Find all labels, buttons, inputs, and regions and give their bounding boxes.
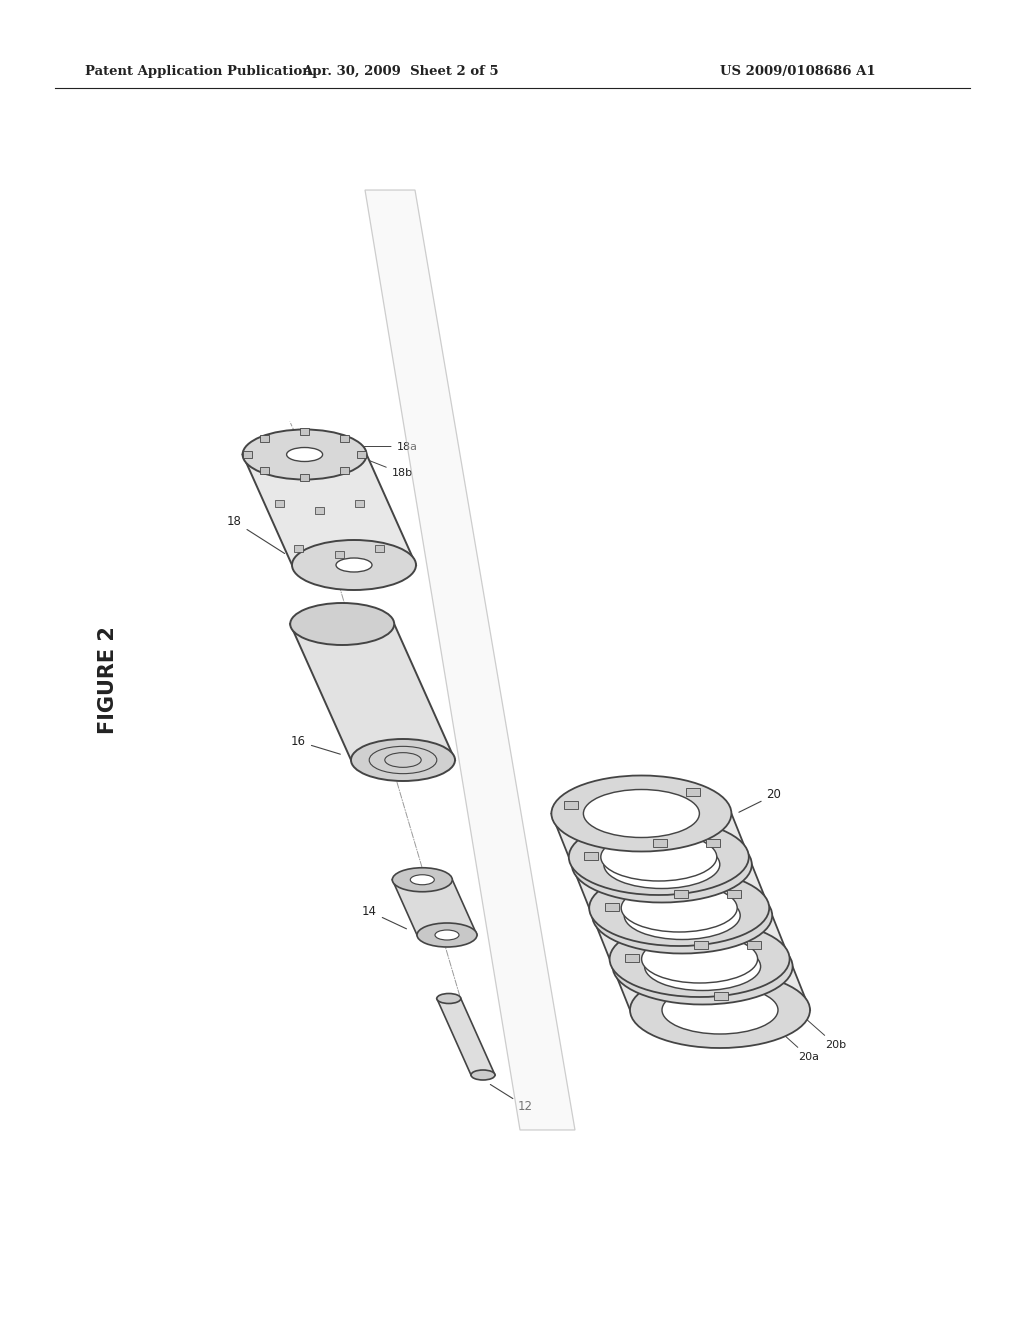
Polygon shape [686, 788, 700, 796]
Text: 16: 16 [291, 735, 340, 754]
Polygon shape [694, 941, 708, 949]
Ellipse shape [437, 994, 461, 1003]
Polygon shape [551, 813, 749, 857]
Ellipse shape [411, 875, 434, 884]
Polygon shape [727, 890, 740, 898]
Text: 12: 12 [490, 1085, 534, 1113]
Ellipse shape [392, 867, 453, 892]
Polygon shape [584, 813, 717, 857]
Text: Apr. 30, 2009  Sheet 2 of 5: Apr. 30, 2009 Sheet 2 of 5 [302, 66, 499, 78]
Text: 18: 18 [227, 515, 285, 553]
Ellipse shape [292, 540, 416, 590]
Polygon shape [375, 545, 384, 552]
Ellipse shape [612, 928, 793, 1005]
Polygon shape [625, 954, 639, 962]
Text: US 2009/0108686 A1: US 2009/0108686 A1 [720, 66, 876, 78]
Text: 20: 20 [739, 788, 781, 812]
Polygon shape [274, 500, 284, 507]
Polygon shape [644, 966, 778, 1010]
Polygon shape [355, 500, 365, 507]
Polygon shape [290, 624, 455, 760]
Ellipse shape [625, 891, 740, 940]
Ellipse shape [630, 972, 810, 1048]
Text: 20a: 20a [775, 1027, 819, 1063]
Polygon shape [604, 865, 737, 908]
Polygon shape [571, 865, 769, 908]
Ellipse shape [435, 931, 459, 940]
Text: FIGURE 2: FIGURE 2 [98, 626, 118, 734]
Ellipse shape [290, 603, 394, 645]
Polygon shape [392, 879, 477, 935]
Polygon shape [612, 966, 810, 1010]
Ellipse shape [351, 739, 455, 781]
Ellipse shape [471, 1071, 495, 1080]
Ellipse shape [592, 878, 772, 953]
Ellipse shape [589, 870, 769, 946]
Polygon shape [653, 840, 668, 847]
Ellipse shape [568, 818, 749, 895]
Polygon shape [340, 434, 349, 442]
Ellipse shape [622, 884, 737, 932]
Polygon shape [260, 434, 268, 442]
Polygon shape [605, 903, 618, 912]
Polygon shape [315, 507, 324, 515]
Ellipse shape [662, 986, 778, 1034]
Ellipse shape [571, 826, 752, 903]
Polygon shape [300, 474, 309, 480]
Ellipse shape [336, 558, 372, 572]
Text: 18a: 18a [365, 441, 418, 451]
Polygon shape [592, 916, 790, 960]
Polygon shape [294, 545, 303, 552]
Polygon shape [365, 190, 575, 1130]
Ellipse shape [601, 833, 717, 880]
Polygon shape [564, 801, 578, 809]
Polygon shape [357, 451, 367, 458]
Polygon shape [707, 838, 721, 846]
Polygon shape [300, 428, 309, 436]
Polygon shape [715, 993, 728, 1001]
Text: 20b: 20b [807, 1020, 846, 1049]
Ellipse shape [644, 942, 761, 990]
Text: 18b: 18b [370, 461, 413, 479]
Polygon shape [437, 998, 495, 1074]
Polygon shape [335, 552, 344, 558]
Text: 14: 14 [362, 906, 407, 929]
Polygon shape [340, 467, 349, 474]
Ellipse shape [243, 429, 367, 479]
Polygon shape [748, 941, 761, 949]
Polygon shape [585, 853, 598, 861]
Ellipse shape [642, 935, 758, 983]
Ellipse shape [584, 789, 699, 837]
Ellipse shape [551, 776, 731, 851]
Polygon shape [674, 891, 688, 899]
Ellipse shape [287, 447, 323, 462]
Polygon shape [260, 467, 268, 474]
Text: Patent Application Publication: Patent Application Publication [85, 66, 311, 78]
Polygon shape [243, 451, 252, 458]
Ellipse shape [417, 923, 477, 946]
Polygon shape [625, 916, 758, 960]
Polygon shape [243, 454, 416, 565]
Ellipse shape [609, 921, 790, 997]
Ellipse shape [604, 841, 720, 888]
